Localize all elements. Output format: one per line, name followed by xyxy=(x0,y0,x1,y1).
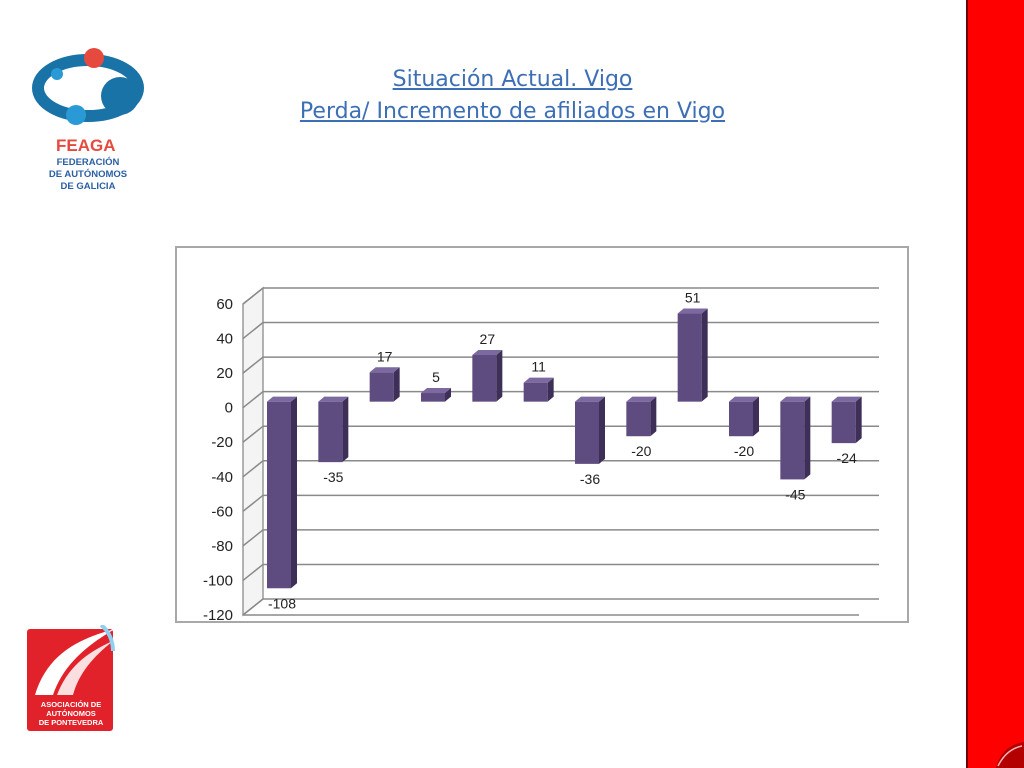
bar-side xyxy=(393,367,400,402)
bar-side xyxy=(291,396,297,589)
bar xyxy=(267,401,291,589)
y-tick-label: -40 xyxy=(211,469,233,486)
y-tick-label: 60 xyxy=(216,296,233,313)
bar-side xyxy=(445,388,451,402)
bar-top xyxy=(369,367,400,373)
bar-side xyxy=(753,396,759,437)
data-label: 27 xyxy=(480,331,496,347)
bar xyxy=(369,372,394,402)
gridline xyxy=(242,494,879,512)
bar xyxy=(523,382,548,402)
bar-top xyxy=(780,396,811,402)
data-label: -35 xyxy=(323,469,343,485)
decorative-red-band xyxy=(966,0,1024,768)
gridline xyxy=(242,321,879,340)
bar-side xyxy=(496,350,503,402)
bar xyxy=(626,401,651,437)
y-tick-label: -120 xyxy=(203,607,233,623)
bar-chart: 60 40 20 0 -20 -40 -60 -80 -100 -120 -108 -35 17 5 27 1… xyxy=(203,286,879,623)
bar-top xyxy=(831,396,862,402)
y-tick-label: -80 xyxy=(211,538,233,555)
y-tick-label: -20 xyxy=(211,434,233,451)
aap-text-line: AUTÓNOMOS xyxy=(46,709,96,718)
aap-logo-icon xyxy=(27,625,115,731)
data-label: 11 xyxy=(531,359,546,375)
bar-top xyxy=(729,396,759,402)
gridline xyxy=(242,598,879,616)
aap-text-line: ASOCIACIÓN DE xyxy=(40,700,102,709)
bar-top xyxy=(267,396,297,402)
gridline xyxy=(242,563,879,582)
bar-top xyxy=(318,396,349,402)
bar-side xyxy=(599,396,605,464)
feaga-sub-line: DE GALICIA xyxy=(60,181,116,192)
feaga-subtitle: FEDERACIÓN DE AUTÓNOMOS DE GALICIA xyxy=(38,157,138,193)
bar xyxy=(421,393,445,402)
bar xyxy=(729,401,753,437)
y-tick-label: -60 xyxy=(211,503,233,520)
data-label: 17 xyxy=(377,348,393,364)
bar-side xyxy=(547,377,554,402)
data-label: -20 xyxy=(631,443,651,459)
bar xyxy=(677,313,702,402)
y-tick-label: 0 xyxy=(225,400,233,417)
gridline xyxy=(242,460,879,478)
feaga-sub-line: FEDERACIÓN xyxy=(56,157,120,168)
slide-title-line1: Situación Actual. Vigo xyxy=(392,67,633,92)
bar-top xyxy=(523,377,554,383)
y-tick-label: 40 xyxy=(216,331,233,348)
bar-top xyxy=(575,396,605,402)
aap-text-line: DE PONTEVEDRA xyxy=(38,718,104,727)
bar-side xyxy=(804,396,811,480)
data-label: -20 xyxy=(734,443,754,459)
slide-title: Situación Actual. Vigo Perda/ Incremento… xyxy=(250,64,775,128)
gridline xyxy=(242,390,879,409)
gridline xyxy=(242,425,879,443)
gridline xyxy=(242,356,879,374)
data-label: -24 xyxy=(837,450,857,466)
bar xyxy=(780,401,805,480)
feaga-logo-icon xyxy=(32,48,144,125)
feaga-sub-line: DE AUTÓNOMOS xyxy=(48,169,128,180)
gridline xyxy=(242,529,879,547)
bar xyxy=(831,401,856,444)
bar-top xyxy=(677,308,708,314)
bar xyxy=(575,401,599,464)
data-label: -108 xyxy=(268,595,296,611)
aap-logo-text: ASOCIACIÓN DE AUTÓNOMOS DE PONTEVEDRA xyxy=(28,700,114,727)
data-label: -36 xyxy=(580,471,600,487)
bar-side xyxy=(342,396,349,463)
data-label: 5 xyxy=(432,369,440,385)
bar xyxy=(318,401,343,463)
bar xyxy=(472,355,497,402)
bar-top xyxy=(472,350,503,356)
bar-side xyxy=(855,396,862,444)
gridline xyxy=(242,287,879,305)
bar-top xyxy=(421,388,451,394)
feaga-name: FEAGA xyxy=(56,136,116,155)
data-label: 51 xyxy=(685,290,701,306)
y-tick-label: 20 xyxy=(216,365,233,382)
y-tick-label: -100 xyxy=(203,572,233,589)
slide-title-line2: Perda/ Incremento de afiliados en Vigo xyxy=(299,99,726,124)
bar-side xyxy=(650,396,657,437)
bar-top xyxy=(626,396,657,402)
data-label: -45 xyxy=(785,486,805,502)
bar-side xyxy=(701,308,708,402)
